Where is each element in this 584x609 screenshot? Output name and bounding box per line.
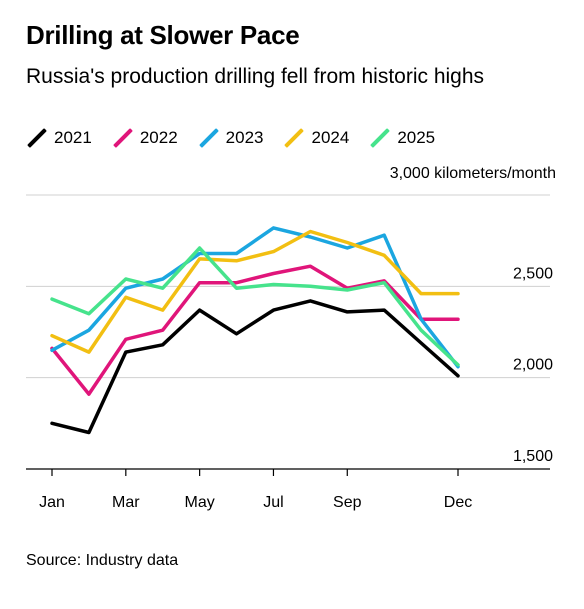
series-line-2025: [50, 246, 460, 367]
x-tick-label: Jul: [263, 494, 283, 511]
x-tick-label: May: [185, 494, 215, 511]
legend-label-2022: 2022: [139, 128, 178, 147]
legend-item-2021: 2021: [26, 128, 92, 148]
y-tick-label: 2,500: [513, 265, 553, 282]
chart-title: Drilling at Slower Pace: [26, 20, 300, 50]
x-tick-labels: Jan Mar May Jul Sep Dec: [39, 494, 472, 511]
x-tick-label: Mar: [112, 494, 140, 511]
series-line-2022: [50, 264, 460, 396]
legend-label-2023: 2023: [225, 128, 264, 147]
y-tick-label: 2,000: [513, 357, 553, 374]
legend-label-2021: 2021: [54, 128, 92, 147]
legend-item-2023: 2023: [198, 128, 264, 148]
legend-item-2022: 2022: [112, 128, 178, 148]
x-tick-label: Dec: [444, 494, 472, 511]
series-line-2021: [50, 299, 460, 435]
series-line-2023: [50, 226, 460, 369]
chart-subtitle: Russia's production drilling fell from h…: [26, 65, 485, 88]
legend-item-2024: 2024: [283, 128, 349, 148]
series-line-2024: [50, 229, 460, 354]
legend-item-2025: 2025: [369, 128, 435, 148]
unit-label: 3,000 kilometers/month: [389, 165, 556, 182]
legend-label-2025: 2025: [397, 128, 436, 147]
series-lines: [50, 226, 460, 435]
legend-label-2024: 2024: [311, 128, 350, 147]
y-tick-label: 1,500: [513, 448, 553, 465]
x-tick-label: Jan: [39, 494, 65, 511]
y-tick-labels: 1,500 2,000 2,500: [513, 265, 553, 465]
x-tick-label: Sep: [333, 494, 362, 511]
x-axis: [26, 468, 550, 476]
legend: 2021 2022 2023 2024 2025: [26, 128, 435, 148]
source-note: Source: Industry data: [26, 552, 179, 569]
